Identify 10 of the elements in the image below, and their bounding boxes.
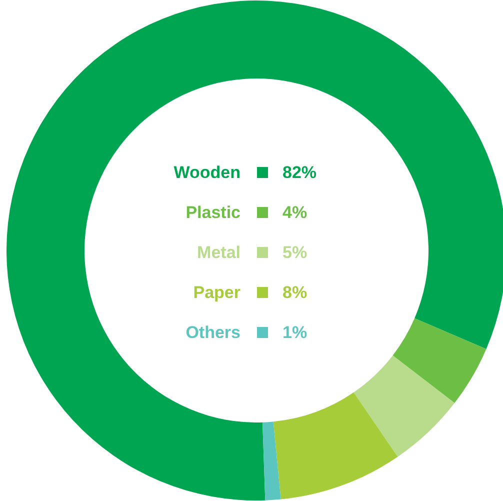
data-label: 8% [282,283,308,302]
legend-label: Paper [193,283,241,302]
data-label: 1% [282,323,308,342]
legend-label: Plastic [186,203,240,222]
legend-label: Metal [197,243,241,262]
data-label: 82% [282,163,317,182]
data-label: 4% [282,203,308,222]
data-label: 5% [282,243,308,262]
legend-label: Others [186,323,241,342]
legend-label: Wooden [174,163,241,182]
